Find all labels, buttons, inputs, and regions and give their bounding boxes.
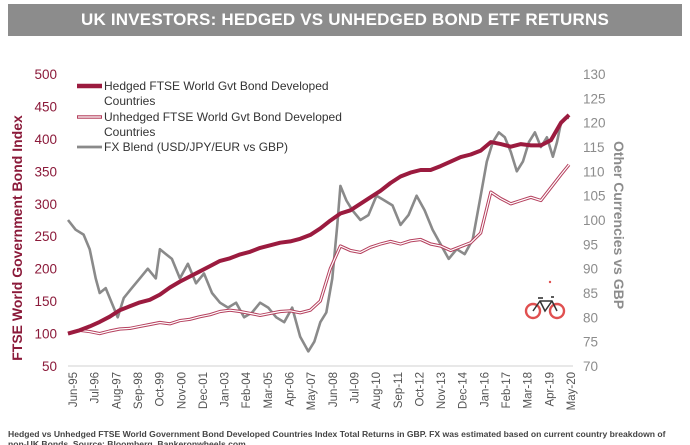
x-tick-label: Jul-09 (349, 372, 361, 403)
left-tick-label: 200 (34, 262, 57, 277)
legend-label-unhedged: Unhedged FTSE World Gvt Bond Developed Co… (104, 110, 342, 139)
x-tick-label: May-20 (566, 372, 578, 410)
x-tick-label: Jan-16 (479, 372, 491, 407)
x-tick-label: Jun-95 (68, 372, 80, 407)
right-tick-label: 90 (583, 262, 598, 277)
series-line-unhedged (67, 163, 571, 336)
x-tick-label: Aug-97 (111, 372, 123, 409)
x-tick-label: Jun-08 (328, 372, 340, 407)
series-line-unhedged-inner (67, 164, 570, 335)
x-tick-label: Feb-04 (241, 371, 253, 408)
legend-label-hedged: Hedged FTSE World Gvt Bond Developed Coun… (104, 79, 329, 108)
x-tick-label: Nov-00 (176, 372, 188, 409)
legend: Hedged FTSE World Gvt Bond Developed Coun… (77, 79, 342, 154)
left-axis: 50 100 150 200 250 300 350 400 450 500 (34, 67, 57, 374)
legend-label-fx: FX Blend (USD/JPY/EUR vs GBP) (104, 140, 288, 154)
x-tick-label: Oct-12 (414, 372, 426, 407)
x-tick-label: Mar-05 (263, 372, 275, 408)
x-tick-label: Mar-18 (523, 372, 535, 408)
right-tick-label: 80 (583, 310, 598, 325)
left-tick-label: 250 (34, 229, 57, 244)
left-tick-label: 500 (34, 67, 57, 82)
left-tick-label: 150 (34, 294, 57, 309)
x-tick-label: Sep-98 (133, 372, 145, 409)
right-tick-label: 130 (583, 67, 606, 82)
left-tick-label: 400 (34, 132, 57, 147)
series-line-hedged (67, 113, 571, 336)
left-tick-label: 300 (34, 197, 57, 212)
dual-axis-line-chart: 50 100 150 200 250 300 350 400 450 500 70 75 80 85 90… (9, 67, 627, 410)
right-tick-label: 85 (583, 286, 598, 301)
series-line-fx-blend (66, 116, 569, 353)
right-tick-label: 120 (583, 116, 606, 131)
x-tick-label: Dec-01 (198, 372, 210, 409)
right-tick-label: 125 (583, 91, 606, 106)
right-tick-label: 75 (583, 335, 598, 350)
right-tick-label: 95 (583, 237, 598, 252)
chart-title: UK INVESTORS: HEDGED VS UNHEDGED BOND ET… (8, 4, 682, 36)
x-tick-label: Aug-10 (371, 372, 383, 409)
x-tick-label: Apr-19 (544, 372, 556, 407)
x-axis: Jun-95 Jul-96 Aug-97 Sep-98 Oct-99 Nov-00 Dec-… (68, 365, 578, 410)
x-tick-label: Jan-03 (220, 372, 232, 407)
right-tick-label: 70 (583, 359, 598, 374)
left-tick-label: 450 (34, 99, 57, 114)
right-tick-label: 105 (583, 189, 606, 204)
series-layer (66, 113, 571, 353)
bicycle-icon (524, 280, 566, 320)
x-tick-label: Oct-99 (155, 372, 167, 407)
right-tick-label: 100 (583, 213, 606, 228)
right-axis: 70 75 80 85 90 95 100 105 110 115 120 125 130 (583, 67, 606, 374)
x-tick-label: Feb-17 (501, 372, 513, 408)
left-tick-label: 350 (34, 164, 57, 179)
x-tick-label: Apr-06 (285, 372, 297, 407)
x-tick-label: May-07 (306, 372, 318, 410)
left-axis-title: FTSE World Government Bond Index (9, 115, 25, 361)
x-tick-label: Jul-96 (90, 372, 102, 403)
footnote: Hedged vs Unhedged FTSE World Government… (8, 429, 666, 445)
left-tick-label: 100 (34, 327, 57, 342)
x-tick-label: Nov-13 (436, 372, 448, 409)
left-tick-label: 50 (42, 359, 57, 374)
x-tick-label: Dec-14 (458, 371, 470, 409)
right-tick-label: 110 (583, 164, 605, 179)
right-axis-title: Other Currencies vs GBP (611, 141, 627, 309)
right-tick-label: 115 (583, 140, 605, 155)
x-tick-label: Sep-11 (393, 372, 405, 408)
